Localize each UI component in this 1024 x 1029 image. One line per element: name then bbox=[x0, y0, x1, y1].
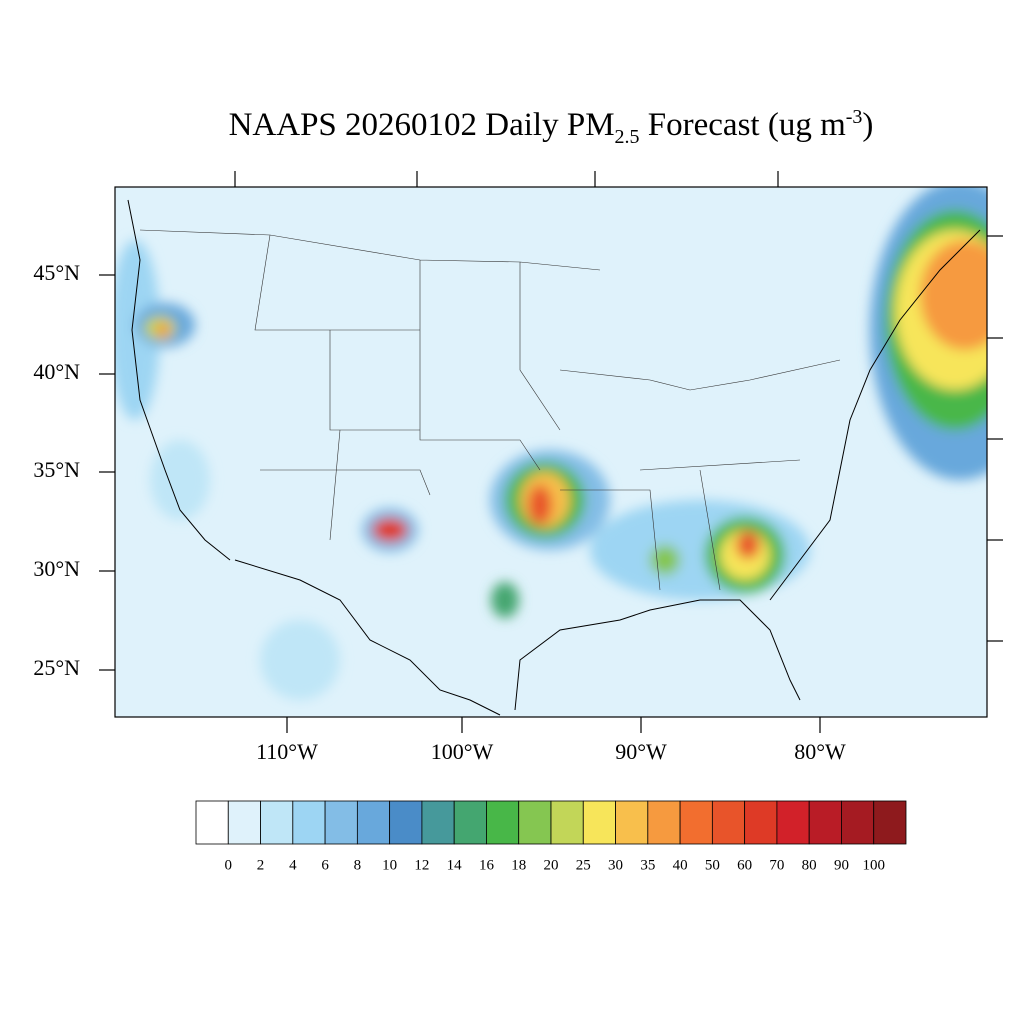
colorbar-label: 100 bbox=[862, 857, 885, 873]
colorbar-box bbox=[324, 800, 358, 845]
colorbar-box bbox=[808, 800, 842, 845]
lat-label: 45°N bbox=[33, 260, 80, 285]
title-end: ) bbox=[862, 107, 873, 143]
colorbar-box bbox=[356, 800, 391, 845]
colorbar-label: 18 bbox=[511, 857, 526, 873]
colorbar-box bbox=[486, 800, 520, 845]
colorbar-label: 80 bbox=[802, 857, 817, 873]
title-subscript: 2.5 bbox=[615, 126, 640, 148]
colorbar-label: 35 bbox=[640, 857, 655, 873]
colorbar: 0 2 4 6 8 10 12 14 16 18 20 25 30 35 40 50 60 70 80 90 100 bbox=[195, 800, 907, 873]
colorbar-box bbox=[227, 800, 261, 845]
lon-label: 100°W bbox=[431, 739, 494, 764]
colorbar-box bbox=[518, 800, 552, 845]
colorbar-box bbox=[550, 800, 584, 845]
title-text: NAAPS 20260102 Daily PM bbox=[229, 107, 615, 143]
colorbar-box bbox=[389, 800, 423, 845]
title-middle: Forecast (ug m bbox=[640, 107, 847, 143]
map bbox=[115, 187, 987, 717]
lon-label: 80°W bbox=[794, 739, 846, 764]
colorbar-box bbox=[582, 800, 616, 845]
colorbar-box bbox=[421, 800, 455, 845]
colorbar-box bbox=[841, 800, 875, 845]
colorbar-box bbox=[679, 800, 713, 845]
lat-label: 30°N bbox=[33, 556, 80, 581]
colorbar-box bbox=[292, 800, 326, 845]
title-superscript: -3 bbox=[846, 106, 863, 128]
colorbar-label: 16 bbox=[479, 857, 495, 873]
colorbar-label: 0 bbox=[225, 857, 233, 873]
colorbar-label: 25 bbox=[576, 857, 591, 873]
map-ticks bbox=[99, 171, 1003, 733]
colorbar-label: 6 bbox=[321, 857, 329, 873]
colorbar-box bbox=[647, 800, 681, 845]
colorbar-box bbox=[453, 800, 487, 845]
colorbar-box bbox=[744, 800, 778, 845]
colorbar-label: 2 bbox=[257, 857, 265, 873]
colorbar-label: 90 bbox=[834, 857, 849, 873]
colorbar-box bbox=[776, 800, 810, 845]
colorbar-label: 60 bbox=[737, 857, 752, 873]
colorbar-label: 12 bbox=[414, 857, 429, 873]
colorbar-box bbox=[711, 800, 746, 845]
lon-label: 90°W bbox=[615, 739, 667, 764]
colorbar-label: 14 bbox=[447, 857, 463, 873]
colorbar-label: 30 bbox=[608, 857, 623, 873]
title: NAAPS 20260102 Daily PM2.5 Forecast (ug … bbox=[229, 106, 874, 148]
colorbar-box bbox=[615, 800, 649, 845]
lat-label: 35°N bbox=[33, 457, 80, 482]
colorbar-box bbox=[195, 800, 229, 845]
lat-label: 40°N bbox=[33, 359, 80, 384]
colorbar-label: 10 bbox=[382, 857, 397, 873]
colorbar-label: 20 bbox=[544, 857, 559, 873]
colorbar-label: 8 bbox=[354, 857, 362, 873]
colorbar-label: 4 bbox=[289, 857, 297, 873]
colorbar-box bbox=[873, 800, 907, 845]
colorbar-label: 40 bbox=[673, 857, 688, 873]
colorbar-label: 50 bbox=[705, 857, 720, 873]
colorbar-label: 70 bbox=[769, 857, 784, 873]
lat-label: 25°N bbox=[33, 655, 80, 680]
map-frame bbox=[114, 186, 988, 718]
concentration-field bbox=[115, 187, 987, 700]
colorbar-box bbox=[260, 800, 294, 845]
lon-label: 110°W bbox=[256, 739, 318, 764]
